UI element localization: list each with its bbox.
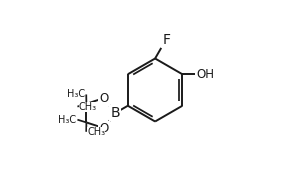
Text: H₃C: H₃C: [67, 89, 85, 100]
Text: H₃C: H₃C: [58, 115, 76, 125]
Text: OH: OH: [196, 68, 214, 81]
Text: B: B: [110, 106, 120, 120]
Text: O: O: [99, 92, 109, 105]
Text: F: F: [162, 33, 170, 47]
Text: CH₃: CH₃: [87, 127, 106, 137]
Text: O: O: [99, 122, 109, 135]
Text: CH₃: CH₃: [78, 102, 97, 112]
